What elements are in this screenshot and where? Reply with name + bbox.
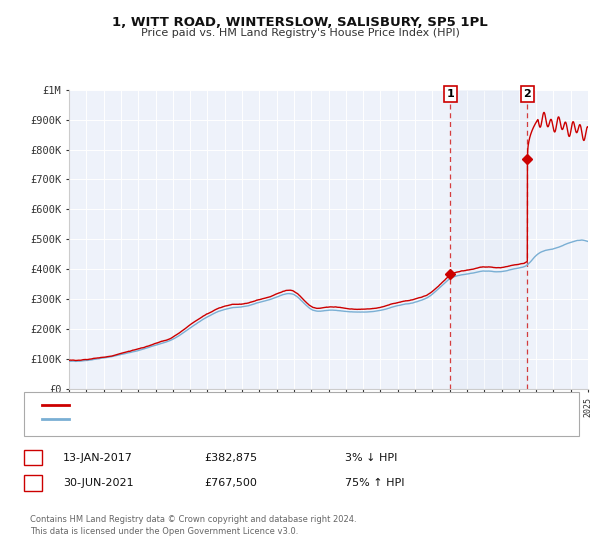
- Text: 2: 2: [29, 476, 37, 489]
- Text: 13-JAN-2017: 13-JAN-2017: [63, 452, 133, 463]
- Text: 1, WITT ROAD, WINTERSLOW, SALISBURY, SP5 1PL (detached house): 1, WITT ROAD, WINTERSLOW, SALISBURY, SP5…: [73, 400, 409, 410]
- Text: Price paid vs. HM Land Registry's House Price Index (HPI): Price paid vs. HM Land Registry's House …: [140, 28, 460, 38]
- Text: 2: 2: [524, 89, 532, 99]
- Text: £767,500: £767,500: [204, 478, 257, 488]
- Text: 1: 1: [446, 89, 454, 99]
- Text: 1, WITT ROAD, WINTERSLOW, SALISBURY, SP5 1PL: 1, WITT ROAD, WINTERSLOW, SALISBURY, SP5…: [112, 16, 488, 29]
- Text: This data is licensed under the Open Government Licence v3.0.: This data is licensed under the Open Gov…: [30, 528, 298, 536]
- Text: 30-JUN-2021: 30-JUN-2021: [63, 478, 134, 488]
- Text: 1: 1: [29, 451, 37, 464]
- Text: 3% ↓ HPI: 3% ↓ HPI: [345, 452, 397, 463]
- Text: 75% ↑ HPI: 75% ↑ HPI: [345, 478, 404, 488]
- Text: Contains HM Land Registry data © Crown copyright and database right 2024.: Contains HM Land Registry data © Crown c…: [30, 515, 356, 524]
- Text: £382,875: £382,875: [204, 452, 257, 463]
- Text: HPI: Average price, detached house, Wiltshire: HPI: Average price, detached house, Wilt…: [73, 414, 296, 424]
- Bar: [450, 90, 527, 389]
